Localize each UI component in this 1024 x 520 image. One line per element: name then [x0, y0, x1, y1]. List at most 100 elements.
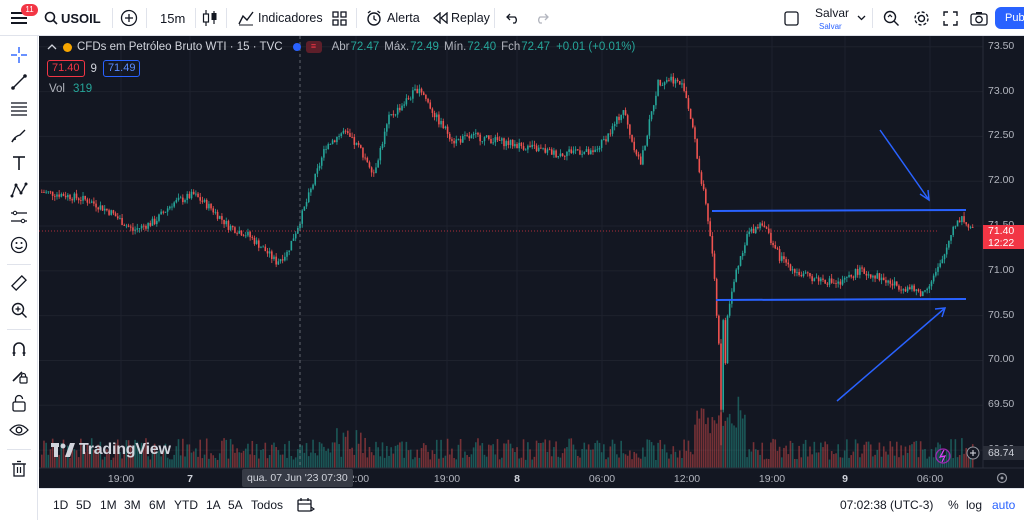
- eye-icon[interactable]: [6, 417, 32, 443]
- candle-body: [579, 150, 581, 155]
- clock-timezone[interactable]: 07:02:38 (UTC-3): [840, 498, 934, 512]
- candle-body: [576, 149, 579, 151]
- volume-bar: [689, 451, 692, 468]
- zoom-in-icon[interactable]: [6, 297, 32, 323]
- volume-bar: [451, 448, 453, 468]
- volume-bar: [787, 454, 790, 468]
- auto-scale-toggle[interactable]: auto: [992, 498, 1016, 512]
- symbol-search-icon[interactable]: [44, 0, 58, 36]
- projection-icon[interactable]: [6, 204, 32, 230]
- candle-body: [731, 291, 733, 304]
- chart-pane[interactable]: CFDs em Petróleo Bruto WTI · 15 · TVC ≡ …: [39, 36, 1024, 488]
- layout-checkbox-icon[interactable]: [784, 0, 799, 36]
- volume-bar: [470, 454, 473, 468]
- candle-body: [639, 156, 642, 165]
- arrow-up-right: [836, 307, 946, 402]
- undo-icon[interactable]: [506, 0, 520, 36]
- volume-bar: [221, 440, 223, 468]
- volume-bar: [741, 418, 744, 468]
- lock-pencil-icon[interactable]: [6, 363, 32, 389]
- volume-bar: [915, 440, 918, 468]
- candles-style-icon[interactable]: [202, 0, 218, 36]
- compare-symbol-icon[interactable]: [120, 0, 138, 36]
- volume-legend[interactable]: Vol 319: [49, 83, 93, 95]
- lock-icon[interactable]: [6, 390, 32, 416]
- crosshair-icon[interactable]: [6, 42, 32, 68]
- volume-bar: [956, 457, 959, 468]
- quick-search-icon[interactable]: [882, 0, 900, 36]
- log-toggle[interactable]: log: [966, 498, 983, 512]
- magnet-icon[interactable]: [6, 336, 32, 362]
- alert-clock-icon[interactable]: [366, 0, 382, 36]
- range-button-5a[interactable]: 5A: [228, 498, 243, 512]
- tradingview-watermark[interactable]: TradingView: [51, 441, 171, 459]
- volume-bar: [639, 458, 642, 468]
- volume-bar: [811, 454, 813, 468]
- candle-body: [932, 275, 935, 282]
- volume-bar: [62, 439, 65, 468]
- candle-body: [431, 108, 434, 113]
- chevron-down-icon[interactable]: [857, 0, 866, 36]
- replay-button[interactable]: Replay: [451, 11, 490, 25]
- candle-body: [82, 195, 84, 201]
- text-tool-icon[interactable]: [6, 150, 32, 176]
- candle-body: [197, 193, 199, 198]
- range-button-6m[interactable]: 6M: [149, 498, 166, 512]
- indicators-icon[interactable]: [238, 0, 254, 36]
- candle-body: [390, 114, 392, 115]
- layouts-grid-icon[interactable]: [332, 0, 347, 36]
- candle-body: [566, 151, 568, 157]
- candle-body: [485, 135, 488, 138]
- date-range-icon[interactable]: [297, 489, 315, 520]
- replay-icon[interactable]: [432, 0, 448, 36]
- publish-button[interactable]: Pub: [995, 7, 1024, 29]
- candle-body: [863, 268, 866, 274]
- symbol-title[interactable]: CFDs em Petróleo Bruto WTI · 15 · TVC: [77, 41, 283, 53]
- candle-body: [537, 147, 540, 152]
- volume-bar: [357, 443, 360, 468]
- emoji-icon[interactable]: [6, 232, 32, 258]
- candle-body: [344, 130, 347, 132]
- candle-body: [889, 280, 892, 284]
- range-button-1m[interactable]: 1M: [100, 498, 117, 512]
- symbol-button[interactable]: USOIL: [61, 10, 101, 26]
- ruler-icon[interactable]: [6, 270, 32, 296]
- range-button-1d[interactable]: 1D: [53, 498, 69, 512]
- volume-bar: [917, 457, 920, 468]
- candle-body: [876, 273, 879, 279]
- candle-body: [279, 259, 282, 262]
- candle-body: [275, 256, 277, 265]
- settings-gear-icon[interactable]: [913, 0, 930, 36]
- trash-icon[interactable]: [6, 456, 32, 482]
- brush-icon[interactable]: [6, 123, 32, 149]
- volume-bar: [110, 459, 113, 468]
- save-button[interactable]: Salvar: [815, 6, 850, 20]
- indicators-button[interactable]: Indicadores: [258, 11, 323, 25]
- volume-bar: [151, 451, 154, 468]
- pattern-icon[interactable]: [6, 177, 32, 203]
- fullscreen-icon[interactable]: [943, 0, 958, 36]
- volume-bar: [507, 439, 510, 468]
- candle-body: [741, 253, 744, 257]
- range-button-5d[interactable]: 5D: [76, 498, 92, 512]
- collapse-chevron-icon[interactable]: [47, 44, 57, 50]
- candle-body: [574, 149, 577, 151]
- candle-body: [674, 79, 677, 84]
- fib-lines-icon[interactable]: [6, 96, 32, 122]
- interval-button[interactable]: 15m: [160, 10, 186, 26]
- candle-body: [383, 131, 386, 145]
- alert-button[interactable]: Alerta: [387, 11, 420, 25]
- range-button-3m[interactable]: 3M: [124, 498, 141, 512]
- percent-toggle[interactable]: %: [948, 498, 959, 512]
- volume-bar: [670, 454, 672, 468]
- candle-body: [720, 343, 722, 410]
- candle-body: [590, 150, 592, 155]
- moving-average-legend[interactable]: 71.40 9 71.49: [47, 60, 141, 77]
- trend-line-icon[interactable]: [6, 69, 32, 95]
- camera-icon[interactable]: [970, 0, 988, 36]
- price-chart[interactable]: [39, 36, 1024, 488]
- range-button-todos[interactable]: Todos: [251, 498, 284, 512]
- range-button-ytd[interactable]: YTD: [174, 498, 198, 512]
- menu-icon[interactable]: [8, 0, 30, 36]
- range-button-1a[interactable]: 1A: [206, 498, 221, 512]
